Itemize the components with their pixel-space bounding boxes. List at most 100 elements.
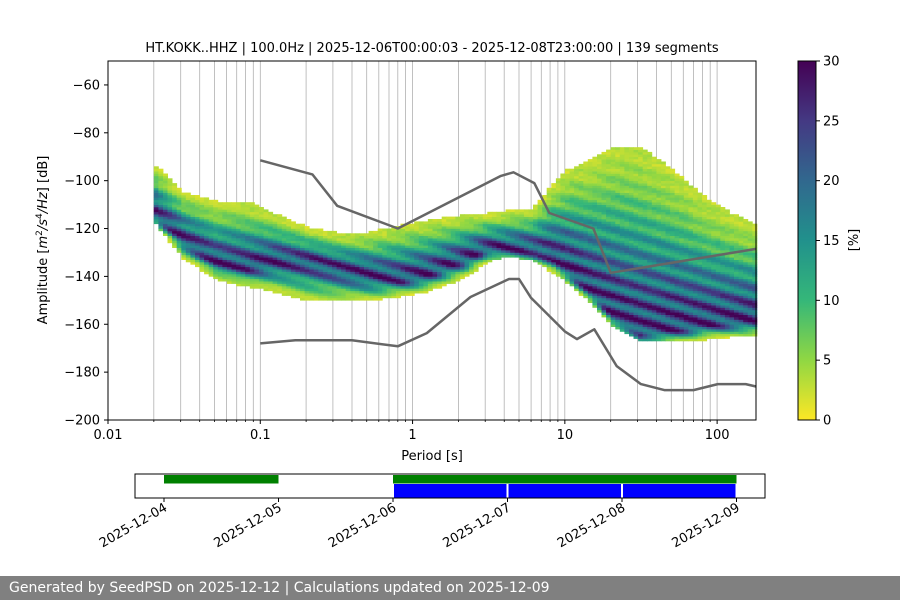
heatmap-cell — [587, 173, 593, 177]
heatmap-cell — [592, 290, 598, 294]
heatmap-cell — [720, 274, 726, 277]
heatmap-cell — [633, 324, 639, 327]
heatmap-cell — [382, 228, 388, 232]
heatmap-cell — [204, 209, 210, 213]
heatmap-cell — [217, 219, 223, 222]
heatmap-cell — [427, 266, 433, 270]
heatmap-cell — [578, 250, 584, 253]
heatmap-cell — [501, 252, 506, 256]
heatmap-cell — [364, 240, 369, 244]
heatmap-cell — [560, 235, 566, 239]
heatmap-cell — [359, 281, 365, 284]
heatmap-cell — [290, 266, 296, 270]
heatmap-cell — [322, 295, 328, 299]
heatmap-cell — [432, 223, 438, 227]
heatmap-cell — [702, 290, 708, 294]
heatmap-cell — [163, 202, 168, 205]
heatmap-cell — [615, 202, 621, 205]
heatmap-cell — [295, 226, 301, 229]
heatmap-cell — [697, 254, 703, 258]
heatmap-cell — [610, 290, 616, 294]
heatmap-cell — [665, 247, 671, 251]
heatmap-cell — [322, 286, 328, 289]
heatmap-cell — [674, 331, 680, 335]
heatmap-cell — [633, 204, 639, 208]
heatmap-cell — [679, 187, 685, 191]
heatmap-cell — [396, 230, 401, 234]
heatmap-cell — [610, 283, 616, 287]
heatmap-cell — [391, 250, 397, 253]
heatmap-cell — [633, 333, 639, 337]
heatmap-cell — [345, 278, 351, 282]
heatmap-cell — [642, 226, 648, 229]
heatmap-cell — [651, 221, 657, 225]
heatmap-cell — [674, 207, 680, 210]
heatmap-cell — [364, 276, 369, 280]
heatmap-cell — [158, 214, 164, 217]
heatmap-cell — [606, 319, 612, 323]
heatmap-cell — [377, 233, 383, 236]
heatmap-cell — [688, 226, 694, 229]
heatmap-cell — [226, 216, 232, 220]
heatmap-cell — [706, 293, 712, 296]
heatmap-cell — [258, 247, 264, 251]
heatmap-cell — [341, 281, 347, 284]
heatmap-cell — [674, 312, 680, 315]
heatmap-cell — [295, 283, 301, 287]
heatmap-cell — [240, 247, 246, 251]
heatmap-cell — [711, 288, 717, 292]
heatmap-cell — [240, 202, 246, 205]
heatmap-cell — [601, 297, 607, 301]
heatmap-cell — [231, 238, 237, 241]
heatmap-cell — [208, 199, 214, 203]
heatmap-cell — [679, 331, 685, 335]
heatmap-cell — [683, 297, 689, 301]
heatmap-cell — [491, 242, 497, 246]
heatmap-cell — [642, 300, 648, 303]
heatmap-cell — [455, 276, 461, 280]
heatmap-cell — [638, 240, 644, 244]
heatmap-cell — [318, 254, 324, 258]
heatmap-cell — [642, 305, 648, 308]
heatmap-cell — [409, 223, 415, 227]
heatmap-cell — [697, 204, 703, 208]
heatmap-cell — [715, 293, 721, 296]
heatmap-cell — [629, 307, 634, 311]
heatmap-cell — [396, 238, 401, 241]
heatmap-cell — [391, 235, 397, 239]
heatmap-cell — [537, 240, 543, 244]
heatmap-cell — [496, 228, 502, 232]
heatmap-cell — [665, 288, 671, 292]
heatmap-cell — [400, 264, 406, 268]
heatmap-cell — [501, 221, 506, 225]
heatmap-cell — [706, 283, 712, 287]
heatmap-cell — [601, 161, 607, 165]
heatmap-cell — [213, 245, 219, 248]
heatmap-cell — [181, 209, 187, 213]
heatmap-cell — [606, 278, 612, 282]
heatmap-cell — [537, 209, 543, 213]
heatmap-cell — [441, 250, 447, 253]
heatmap-cell — [163, 190, 168, 193]
heatmap-cell — [624, 230, 630, 234]
heatmap-cell — [354, 293, 360, 296]
heatmap-cell — [619, 216, 625, 220]
heatmap-cell — [597, 195, 602, 198]
heatmap-cell — [619, 293, 625, 296]
heatmap-cell — [240, 278, 246, 282]
heatmap-cell — [688, 221, 694, 225]
heatmap-cell — [300, 245, 305, 248]
heatmap-cell — [473, 259, 479, 263]
heatmap-cell — [377, 297, 383, 301]
heatmap-cell — [546, 254, 552, 258]
heatmap-cell — [373, 257, 379, 260]
heatmap-cell — [629, 173, 634, 177]
heatmap-cell — [523, 252, 529, 256]
heatmap-cell — [702, 230, 708, 234]
heatmap-cell — [172, 187, 178, 191]
heatmap-cell — [345, 233, 351, 236]
heatmap-cell — [322, 250, 328, 253]
heatmap-cell — [290, 245, 296, 248]
heatmap-cell — [578, 266, 584, 270]
heatmap-cell — [692, 219, 698, 222]
